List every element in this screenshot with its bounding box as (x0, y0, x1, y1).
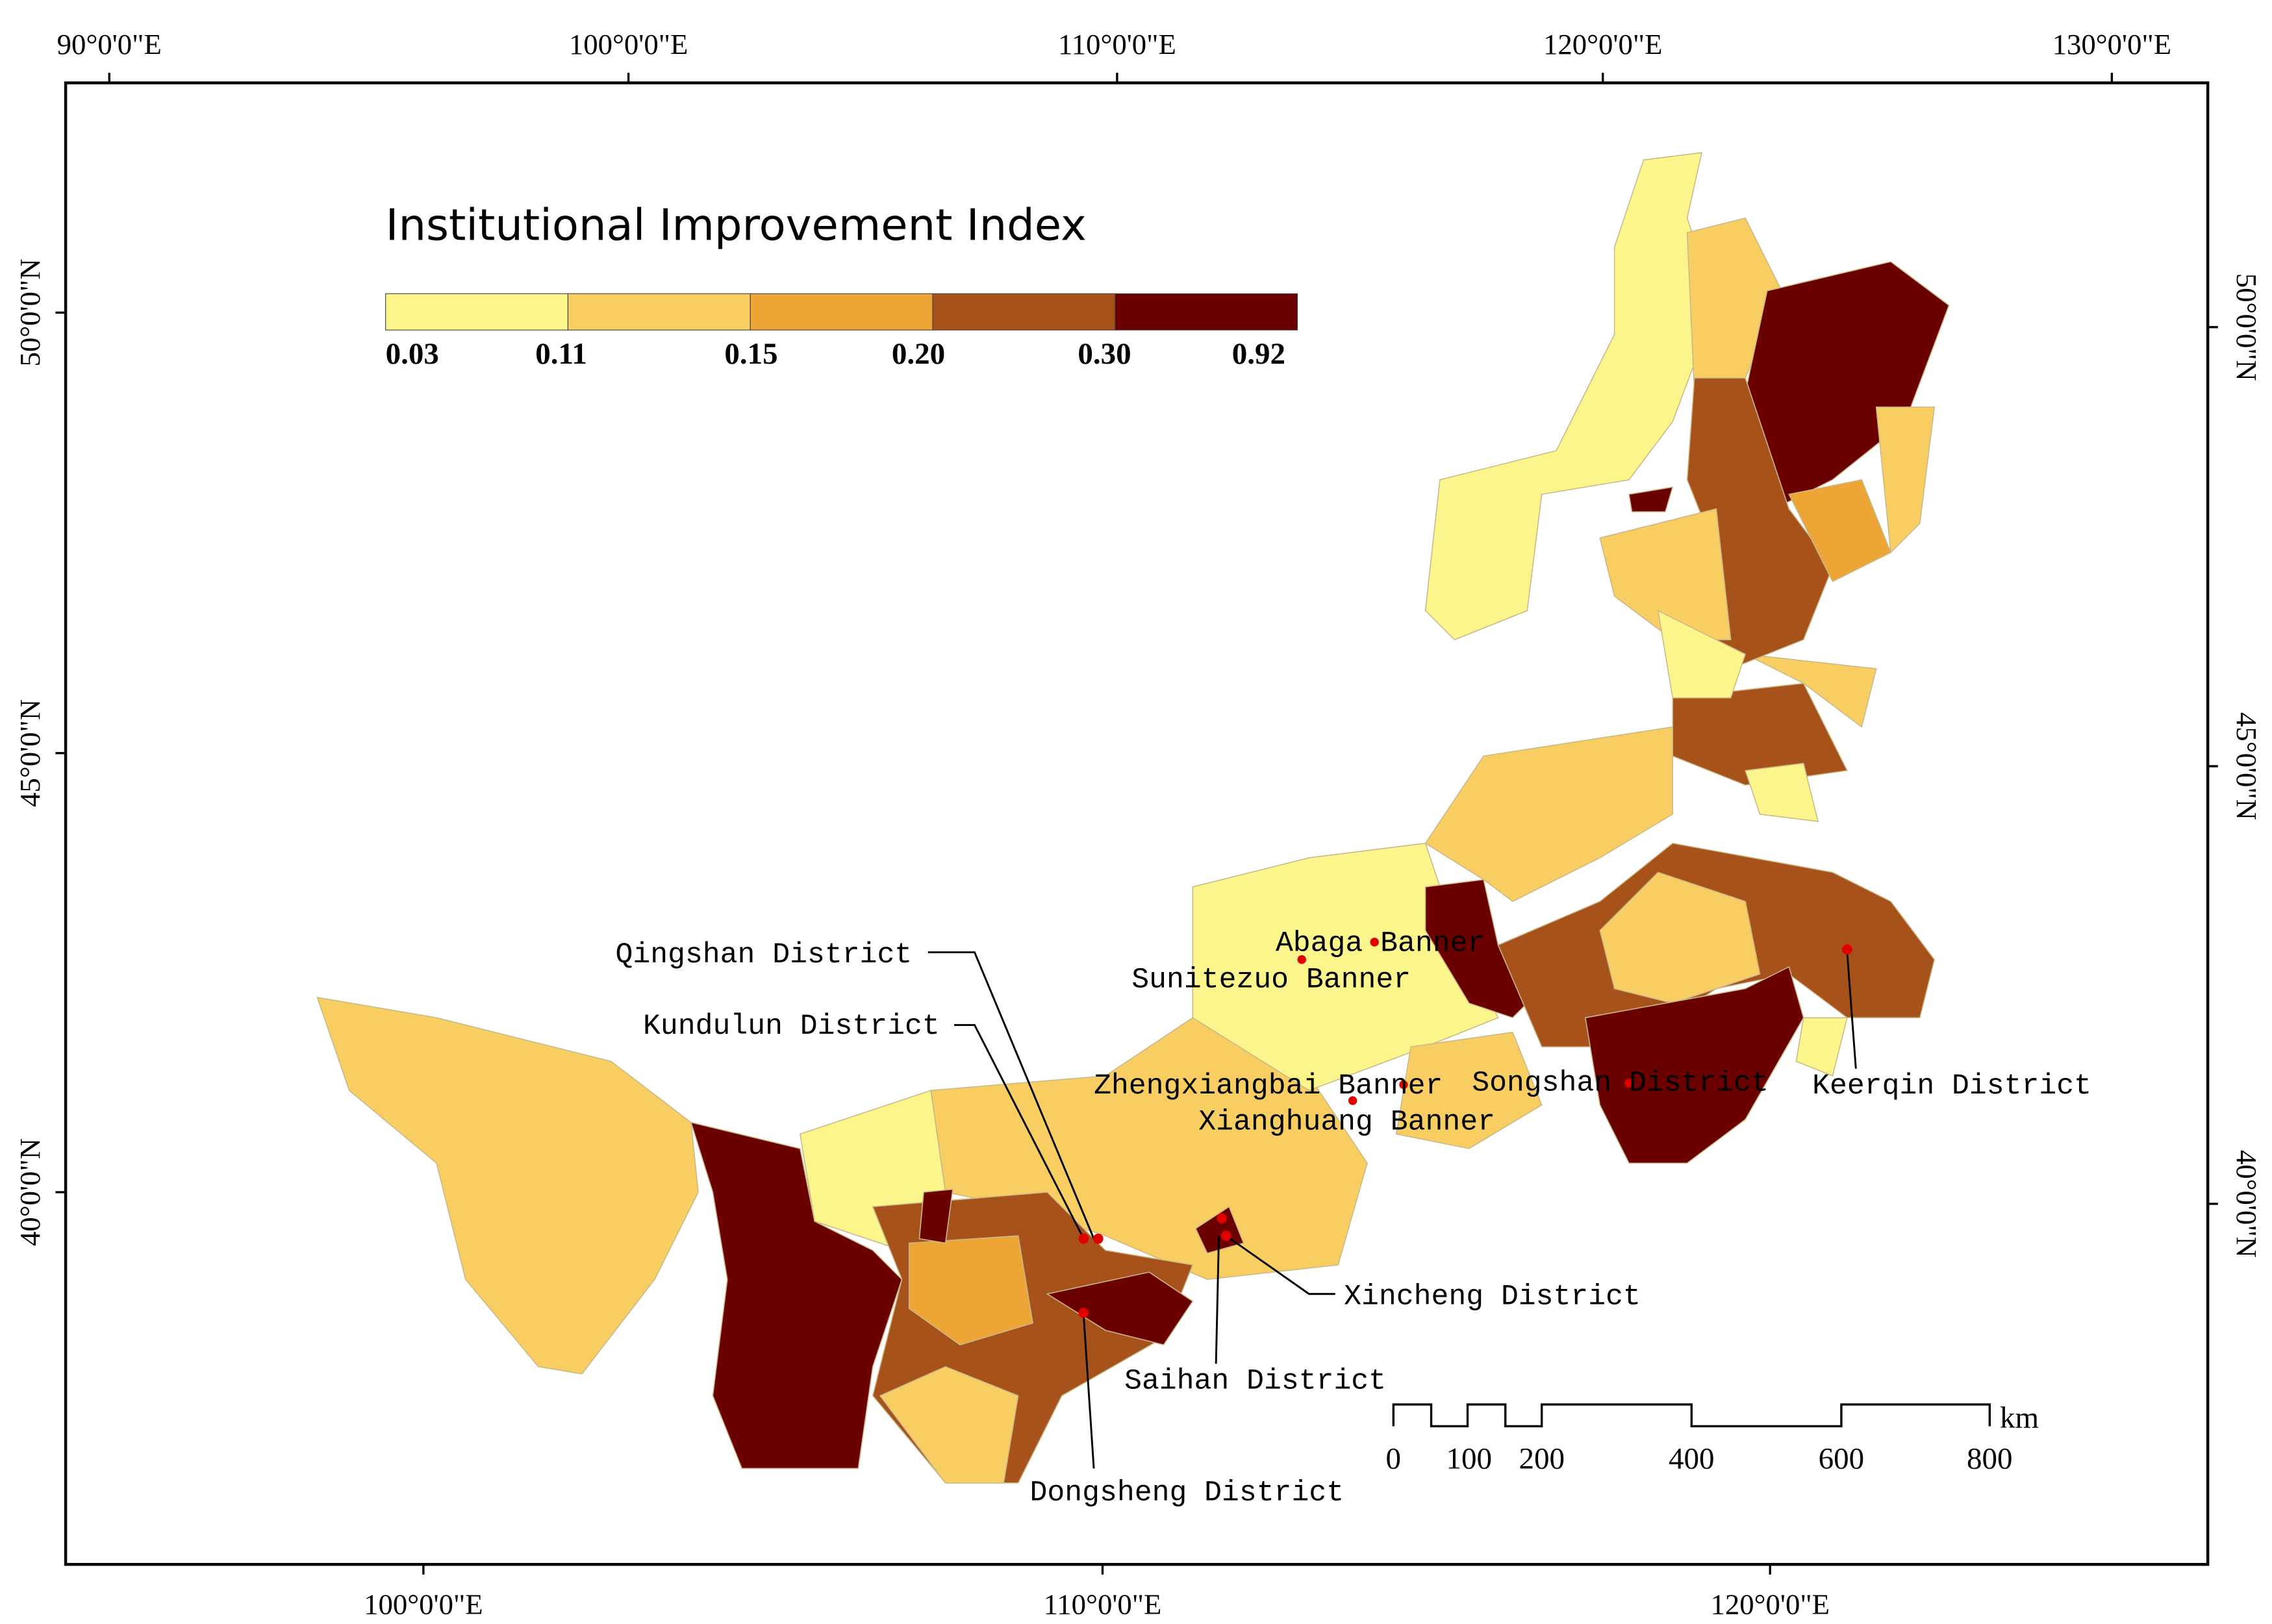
place-label: Zhengxiangbai Banner (1094, 1070, 1443, 1103)
region (879, 1366, 1019, 1484)
region (1745, 762, 1819, 822)
region (1395, 1031, 1543, 1149)
lon-label: 100°0'0"E (364, 1588, 483, 1620)
region (1046, 1271, 1194, 1345)
legend-break: 0.20 (892, 337, 945, 371)
place-label: Kundulun District (643, 1010, 940, 1043)
region (1875, 406, 1936, 554)
place-labels: Qingshan District Kundulun District Abag… (616, 927, 2091, 1509)
legend-swatch (932, 293, 1116, 331)
region (1795, 1017, 1848, 1077)
scale-label: 600 (1819, 1442, 1865, 1475)
scale-label: 400 (1669, 1442, 1715, 1475)
place-label: Dongsheng District (1030, 1477, 1344, 1510)
region (1424, 726, 1673, 903)
scale-bar: 0 100 200 400 600 800 km (1386, 1401, 2039, 1476)
legend-swatch (1115, 293, 1298, 331)
region (1192, 842, 1499, 1092)
lat-label: 40°0'0"N (2230, 1150, 2263, 1258)
lat-label: 50°0'0"N (14, 258, 46, 366)
scale-label: 100 (1446, 1442, 1492, 1475)
region (1657, 610, 1747, 699)
place-label: Sunitezuo Banner (1131, 964, 1411, 996)
lon-label: 100°0'0"E (569, 28, 688, 60)
lon-label: 120°0'0"E (1543, 28, 1663, 60)
legend-break: 0.15 (724, 337, 777, 371)
place-label: Songshan District (1472, 1067, 1769, 1099)
lat-label: 45°0'0"N (14, 699, 46, 807)
scale-unit: km (2000, 1401, 2039, 1435)
region (1424, 879, 1528, 1019)
scale-label: 0 (1386, 1442, 1402, 1475)
place-label: Xianghuang Banner (1198, 1106, 1495, 1139)
legend-break: 0.92 (1232, 337, 1285, 371)
legend: Institutional Improvement Index 0.03 0.1… (385, 199, 1298, 371)
lon-label: 110°0'0"E (1058, 28, 1176, 60)
region (1745, 653, 1877, 728)
ticks (55, 72, 2218, 1575)
lat-label: 40°0'0"N (14, 1138, 46, 1246)
lon-label: 120°0'0"E (1710, 1588, 1830, 1620)
lon-label: 90°0'0"E (57, 28, 162, 60)
region (1628, 486, 1674, 512)
legend-break: 0.11 (535, 337, 587, 371)
legend-swatch (750, 293, 933, 331)
lat-label: 50°0'0"N (2230, 273, 2263, 381)
place-label: Qingshan District (616, 939, 913, 971)
place-label: Keerqin District (1812, 1070, 2091, 1103)
region (316, 996, 699, 1375)
legend-break: 0.30 (1078, 337, 1131, 371)
region (1584, 966, 1804, 1164)
lon-label: 110°0'0"E (1044, 1588, 1162, 1620)
legend-break: 0.03 (386, 337, 439, 371)
region (1194, 1206, 1244, 1254)
region (918, 1188, 953, 1244)
legend-swatch (567, 293, 751, 331)
place-dots (1078, 938, 1852, 1318)
lat-label: 45°0'0"N (2230, 712, 2263, 820)
axis-labels: 90°0'0"E 100°0'0"E 110°0'0"E 120°0'0"E 1… (14, 28, 2263, 1620)
legend-swatch (385, 293, 568, 331)
place-label: Xincheng District (1344, 1280, 1641, 1313)
region (908, 1235, 1033, 1345)
scale-label: 200 (1519, 1442, 1565, 1475)
regions (316, 152, 1950, 1484)
leaders (928, 951, 1857, 1469)
region (1599, 871, 1761, 1004)
lon-label: 130°0'0"E (2052, 28, 2172, 60)
legend-title: Institutional Improvement Index (386, 199, 1087, 250)
place-label: Abaga Banner (1276, 927, 1485, 960)
scale-label: 800 (1967, 1442, 2013, 1475)
place-label: Saihan District (1124, 1365, 1386, 1397)
